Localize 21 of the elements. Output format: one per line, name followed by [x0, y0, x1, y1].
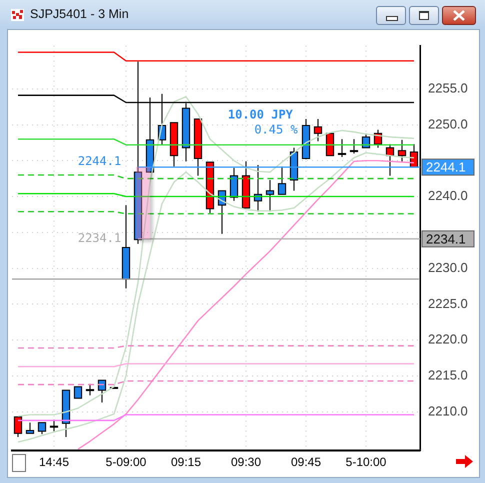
x-tick-label: 09:30 [230, 455, 262, 470]
chart-title: SJPJ5401 - 3 Min [30, 7, 129, 21]
x-tick-label: 09:15 [170, 455, 202, 470]
y-tick-label: 2255.0 [428, 80, 468, 96]
y-tick-label: 2225.0 [428, 296, 468, 311]
annotation: 0.45 % [254, 122, 298, 137]
y-tick-label: 2240.0 [428, 188, 468, 204]
y-tick-label: 2210.0 [428, 403, 468, 418]
ref-line-label: 2234.1 [426, 231, 466, 246]
annotation: 2244.1 [78, 154, 122, 168]
x-tick-label: 5-09:00 [106, 455, 147, 470]
y-tick-label: 2220.0 [428, 332, 468, 347]
x-tick-label: 14:45 [38, 455, 70, 470]
x-tick-label: 09:45 [290, 455, 322, 470]
y-tick-label: 2215.0 [428, 368, 468, 383]
annotation: 2234.1 [78, 230, 122, 245]
ref-line-label: 2244.1 [426, 160, 466, 175]
y-tick-label: 2250.0 [428, 116, 468, 132]
annotation: 10.00 JPY [228, 108, 294, 122]
x-tick-label: 5-10:00 [346, 455, 387, 470]
y-tick-label: 2230.0 [428, 260, 468, 275]
